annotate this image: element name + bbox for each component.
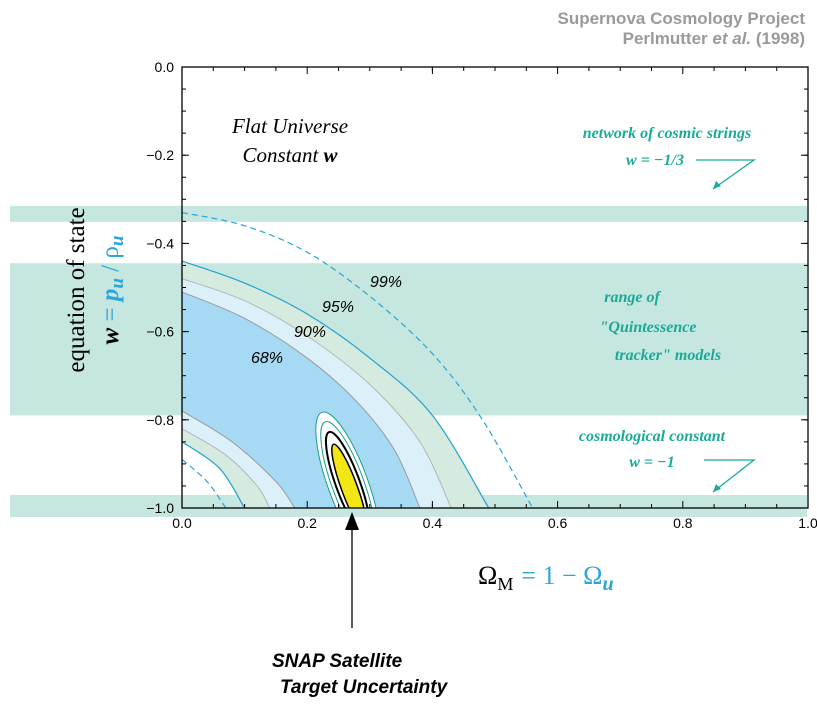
quintessence-label-2: "Quintessence <box>600 319 697 336</box>
contour-95-line-lower <box>182 441 246 508</box>
snap-arrowhead <box>345 512 359 530</box>
confidence-label-68: 68% <box>251 350 283 367</box>
y-tick-label: −1.0 <box>146 500 174 516</box>
x-tick-label: 1.0 <box>798 515 817 531</box>
source-credit: Supernova Cosmology Project Perlmutter e… <box>558 9 806 49</box>
constant-w-text: Constant <box>242 143 323 167</box>
y-tick-label: 0.0 <box>155 59 175 75</box>
y-tick-label: −0.8 <box>146 412 174 428</box>
cosmic-strings-arrowhead <box>713 181 721 189</box>
source-credit-year: (1998) <box>755 29 805 48</box>
x-tick-label: 0.0 <box>172 515 192 531</box>
band-cosmic-strings <box>10 205 807 222</box>
confidence-label-99: 99% <box>370 274 402 291</box>
snap-target-contours <box>315 411 381 508</box>
x-tick-label: 0.8 <box>673 515 693 531</box>
contour-68-fill <box>182 291 421 508</box>
snap-label-line2: Target Uncertainty <box>280 677 449 698</box>
cosmological-constant-w-label: w = −1 <box>629 454 674 471</box>
y-tick-label: −0.2 <box>146 147 174 163</box>
cosmic-strings-pointer <box>696 159 757 190</box>
confidence-label-90: 90% <box>294 324 326 341</box>
cosmological-constant-pointer <box>704 459 756 493</box>
source-credit-line1: Supernova Cosmology Project <box>557 9 806 28</box>
snap-contour-core <box>331 443 368 508</box>
constant-w-label: Constant w <box>242 143 338 167</box>
y-axis-label-line2: w = pu / ρu <box>97 236 128 345</box>
source-credit-line2: Perlmutter et al. (1998) <box>558 29 805 49</box>
x-tick-label: 0.6 <box>548 515 568 531</box>
cosmic-strings-w-label: w = −1/3 <box>626 152 684 169</box>
constant-w-symbol: w <box>324 143 339 167</box>
confidence-label-95: 95% <box>322 299 354 316</box>
y-tick-label: −0.4 <box>146 235 174 251</box>
x-axis-label: ΩM = 1 − Ωu <box>478 561 614 595</box>
source-credit-name: Perlmutter <box>622 29 708 48</box>
quintessence-label-3: tracker" models <box>615 347 721 364</box>
cosmic-strings-label: network of cosmic strings <box>583 125 751 142</box>
y-axis-label-line1: equation of state <box>63 207 90 372</box>
contour-95-line-upper <box>182 260 490 508</box>
contour-99-line-lower <box>182 459 227 508</box>
flat-universe-label: Flat Universe <box>231 114 348 138</box>
cosmological-constant-label: cosmological constant <box>579 428 726 445</box>
quintessence-label-1: range of <box>604 289 661 306</box>
source-credit-etal: et al. <box>712 29 752 48</box>
x-tick-label: 0.4 <box>423 515 443 531</box>
cosmological-constant-arrowhead <box>713 484 721 492</box>
snap-label-line1: SNAP Satellite <box>272 651 403 672</box>
contour-99-line-upper <box>182 211 534 508</box>
y-tick-label: −0.6 <box>146 324 174 340</box>
x-tick-label: 0.2 <box>297 515 317 531</box>
